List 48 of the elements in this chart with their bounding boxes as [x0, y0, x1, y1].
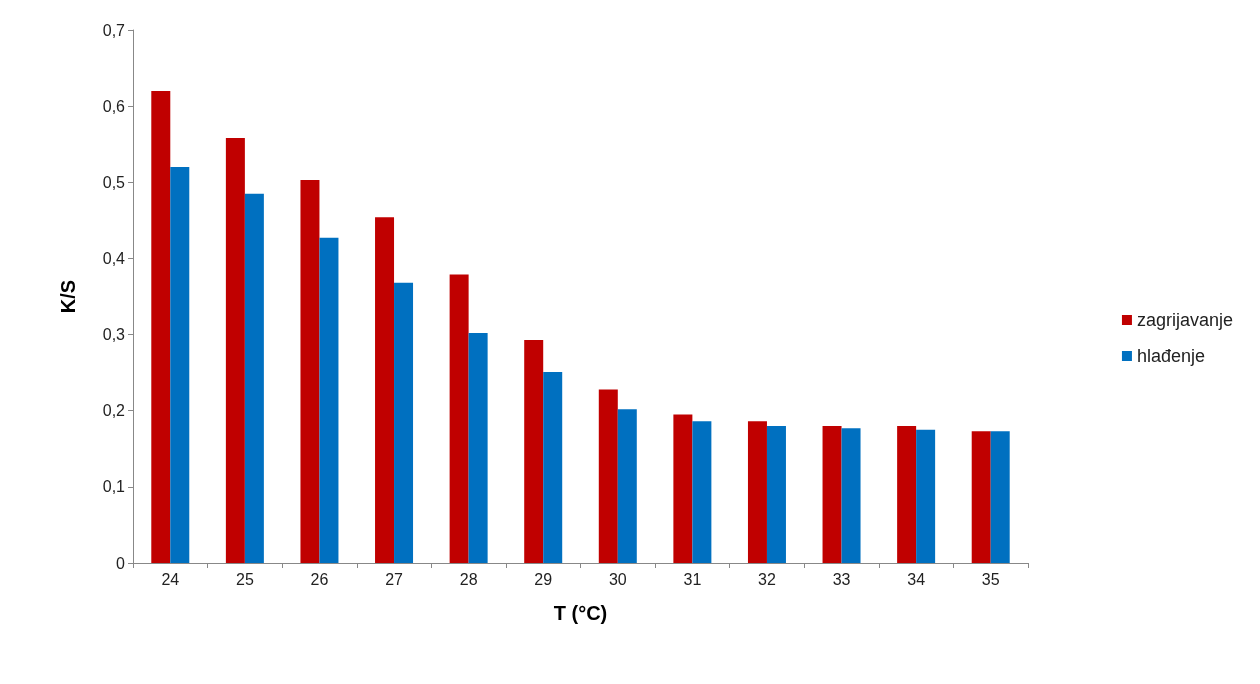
bar: [300, 180, 320, 563]
x-tick-label: 28: [459, 570, 478, 588]
legend-label: zagrijavanje: [1136, 310, 1234, 330]
y-tick-label: 0,3: [102, 326, 126, 344]
x-tick-label: 34: [907, 570, 926, 588]
bar: [598, 389, 618, 563]
bar: [897, 425, 917, 563]
legend-label: hlađenje: [1136, 346, 1206, 366]
x-tick-label: 33: [832, 570, 851, 588]
y-tick-label: 0,6: [102, 97, 126, 115]
bar: [543, 371, 563, 563]
bar: [822, 425, 842, 563]
y-tick-label: 0,4: [102, 249, 126, 267]
bar: [747, 421, 767, 563]
bar: [766, 425, 786, 563]
x-tick-label: 32: [758, 570, 776, 588]
bar: [673, 414, 693, 563]
bar: [375, 217, 395, 563]
bar: [916, 429, 936, 563]
x-tick-label: 29: [534, 570, 553, 588]
x-tick-label: 35: [981, 570, 1000, 588]
bar: [244, 193, 264, 563]
bar: [449, 274, 469, 563]
bar: [841, 428, 861, 563]
y-tick-label: 0: [116, 554, 126, 572]
x-tick-label: 24: [161, 570, 180, 588]
y-axis-title: K/S: [57, 279, 79, 314]
bar: [170, 167, 190, 563]
bar: [617, 409, 637, 563]
y-tick-label: 0,5: [102, 173, 126, 191]
x-tick-label: 26: [310, 570, 329, 588]
y-tick-label: 0,7: [102, 21, 126, 39]
bar: [990, 431, 1010, 563]
x-axis-title: T (°C): [553, 602, 608, 624]
x-tick-label: 31: [683, 570, 702, 588]
bar: [151, 90, 171, 563]
bar: [319, 237, 339, 563]
bar: [524, 339, 544, 563]
x-tick-label: 25: [235, 570, 254, 588]
y-tick-label: 0,2: [102, 402, 126, 420]
bar: [468, 333, 488, 563]
bar: [394, 282, 414, 563]
x-tick-label: 27: [385, 570, 404, 588]
bar: [225, 138, 245, 563]
y-tick-label: 0,1: [102, 478, 126, 496]
x-tick-label: 30: [608, 570, 627, 588]
bar: [692, 421, 712, 563]
bar: [971, 431, 991, 563]
